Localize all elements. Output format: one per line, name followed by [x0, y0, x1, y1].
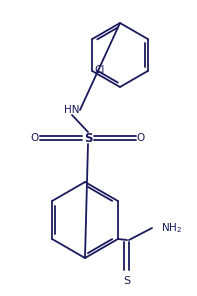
Text: HN: HN	[64, 105, 80, 115]
Text: O: O	[31, 133, 39, 143]
Text: S: S	[124, 276, 131, 286]
Text: S: S	[84, 131, 92, 144]
Text: Cl: Cl	[94, 65, 105, 75]
Text: O: O	[137, 133, 145, 143]
Text: NH$_2$: NH$_2$	[161, 221, 182, 235]
